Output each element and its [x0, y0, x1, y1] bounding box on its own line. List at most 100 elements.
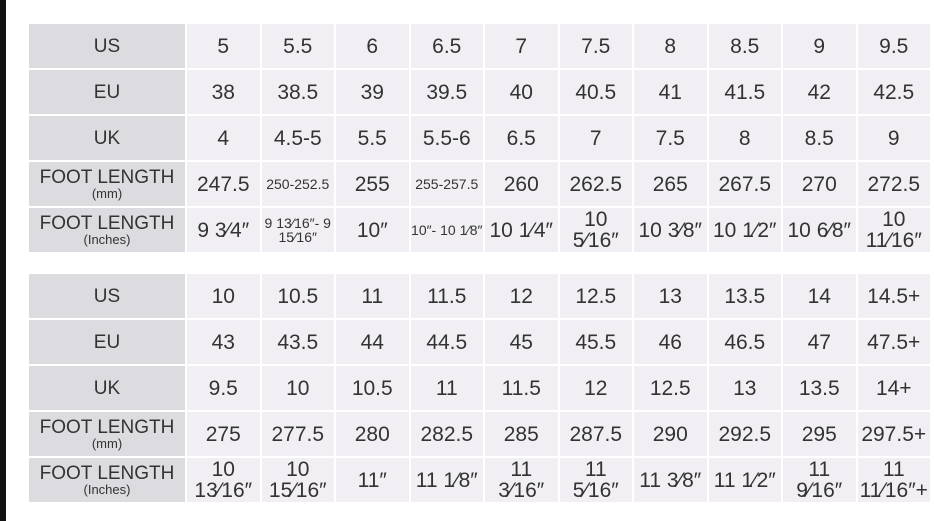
table-cell: 247.5	[186, 161, 261, 207]
row-label: UK	[94, 378, 120, 399]
table-cell: 287.5	[559, 411, 634, 457]
table-cell: 4	[186, 115, 261, 161]
table-row: UK9.51010.51111.51212.51313.514+	[28, 365, 931, 411]
table-cell: 10.5	[261, 273, 336, 319]
row-header: US	[28, 23, 186, 69]
table-cell: 11 3⁄8″	[633, 457, 708, 503]
table-cell: 10 13⁄16″	[186, 457, 261, 503]
table-cell: 11 9⁄16″	[782, 457, 857, 503]
row-header: US	[28, 273, 186, 319]
table-cell: 11.5	[484, 365, 559, 411]
table-cell: 5	[186, 23, 261, 69]
row-unit: (Inches)	[29, 233, 185, 246]
table-cell: 13.5	[708, 273, 783, 319]
table-cell: 44	[335, 319, 410, 365]
table-cell: 9 13⁄16″- 9 15⁄16″	[261, 207, 336, 253]
table-cell: 10 1⁄2″	[708, 207, 783, 253]
row-label: UK	[94, 128, 120, 149]
table-cell: 8.5	[708, 23, 783, 69]
table-row: FOOT LENGTH(Inches)9 3⁄4″9 13⁄16″- 9 15⁄…	[28, 207, 931, 253]
table-cell: 12.5	[633, 365, 708, 411]
size-table-1: US55.566.577.588.599.5EU3838.53939.54040…	[27, 22, 932, 254]
row-label: FOOT LENGTH	[40, 417, 175, 438]
table-cell: 12.5	[559, 273, 634, 319]
row-header: UK	[28, 365, 186, 411]
row-header: FOOT LENGTH(Inches)	[28, 207, 186, 253]
table-cell: 12	[559, 365, 634, 411]
table-cell: 47	[782, 319, 857, 365]
table-cell: 10 6⁄8″	[782, 207, 857, 253]
table-cell: 6.5	[484, 115, 559, 161]
table-cell: 44.5	[410, 319, 485, 365]
table-cell: 10.5	[335, 365, 410, 411]
table-cell: 47.5+	[857, 319, 932, 365]
table-row: US1010.51111.51212.51313.51414.5+	[28, 273, 931, 319]
table-cell: 7	[484, 23, 559, 69]
table-cell: 250-252.5	[261, 161, 336, 207]
table-cell: 11 1⁄2″	[708, 457, 783, 503]
table-cell: 295	[782, 411, 857, 457]
table-row: FOOT LENGTH(mm)275277.5280282.5285287.52…	[28, 411, 931, 457]
table-cell: 46.5	[708, 319, 783, 365]
table-cell: 38	[186, 69, 261, 115]
table-cell: 7.5	[559, 23, 634, 69]
table-row: UK44.5-55.55.5-66.577.588.59	[28, 115, 931, 161]
table-cell: 272.5	[857, 161, 932, 207]
table-cell: 9.5	[857, 23, 932, 69]
table-cell: 9	[782, 23, 857, 69]
row-header: FOOT LENGTH(Inches)	[28, 457, 186, 503]
table-row: FOOT LENGTH(mm)247.5250-252.5255255-257.…	[28, 161, 931, 207]
row-header: FOOT LENGTH(mm)	[28, 161, 186, 207]
table-cell: 38.5	[261, 69, 336, 115]
table-cell: 255	[335, 161, 410, 207]
table-cell: 5.5-6	[410, 115, 485, 161]
table-cell: 11 5⁄16″	[559, 457, 634, 503]
left-edge	[0, 0, 6, 521]
row-unit: (mm)	[29, 437, 185, 450]
table-cell: 5.5	[261, 23, 336, 69]
table-cell: 10	[261, 365, 336, 411]
table-cell: 9	[857, 115, 932, 161]
table-cell: 297.5+	[857, 411, 932, 457]
row-header: UK	[28, 115, 186, 161]
table-cell: 260	[484, 161, 559, 207]
table-cell: 45	[484, 319, 559, 365]
table-cell: 9.5	[186, 365, 261, 411]
table-cell: 5.5	[335, 115, 410, 161]
row-label: FOOT LENGTH	[40, 167, 175, 188]
table-cell: 7	[559, 115, 634, 161]
table-cell: 10 3⁄8″	[633, 207, 708, 253]
table-cell: 292.5	[708, 411, 783, 457]
table-cell: 41.5	[708, 69, 783, 115]
table-cell: 270	[782, 161, 857, 207]
table-cell: 46	[633, 319, 708, 365]
table-cell: 277.5	[261, 411, 336, 457]
row-label: EU	[94, 82, 120, 103]
table-cell: 282.5	[410, 411, 485, 457]
row-unit: (Inches)	[29, 483, 185, 496]
table-cell: 39.5	[410, 69, 485, 115]
table-cell: 41	[633, 69, 708, 115]
table-cell: 8	[633, 23, 708, 69]
row-unit: (mm)	[29, 187, 185, 200]
table-cell: 42.5	[857, 69, 932, 115]
table-row: US55.566.577.588.599.5	[28, 23, 931, 69]
table-cell: 9 3⁄4″	[186, 207, 261, 253]
table-cell: 4.5-5	[261, 115, 336, 161]
row-label: FOOT LENGTH	[40, 463, 175, 484]
table-cell: 13	[708, 365, 783, 411]
table-cell: 10″	[335, 207, 410, 253]
row-header: FOOT LENGTH(mm)	[28, 411, 186, 457]
table-row: EU4343.54444.54545.54646.54747.5+	[28, 319, 931, 365]
table-cell: 255-257.5	[410, 161, 485, 207]
table-cell: 10 11⁄16″	[857, 207, 932, 253]
table-cell: 10″- 10 1⁄8″	[410, 207, 485, 253]
row-header: EU	[28, 69, 186, 115]
table-cell: 280	[335, 411, 410, 457]
table-cell: 11 1⁄8″	[410, 457, 485, 503]
table-cell: 45.5	[559, 319, 634, 365]
table-cell: 285	[484, 411, 559, 457]
row-header: EU	[28, 319, 186, 365]
table-cell: 10	[186, 273, 261, 319]
table-cell: 8	[708, 115, 783, 161]
